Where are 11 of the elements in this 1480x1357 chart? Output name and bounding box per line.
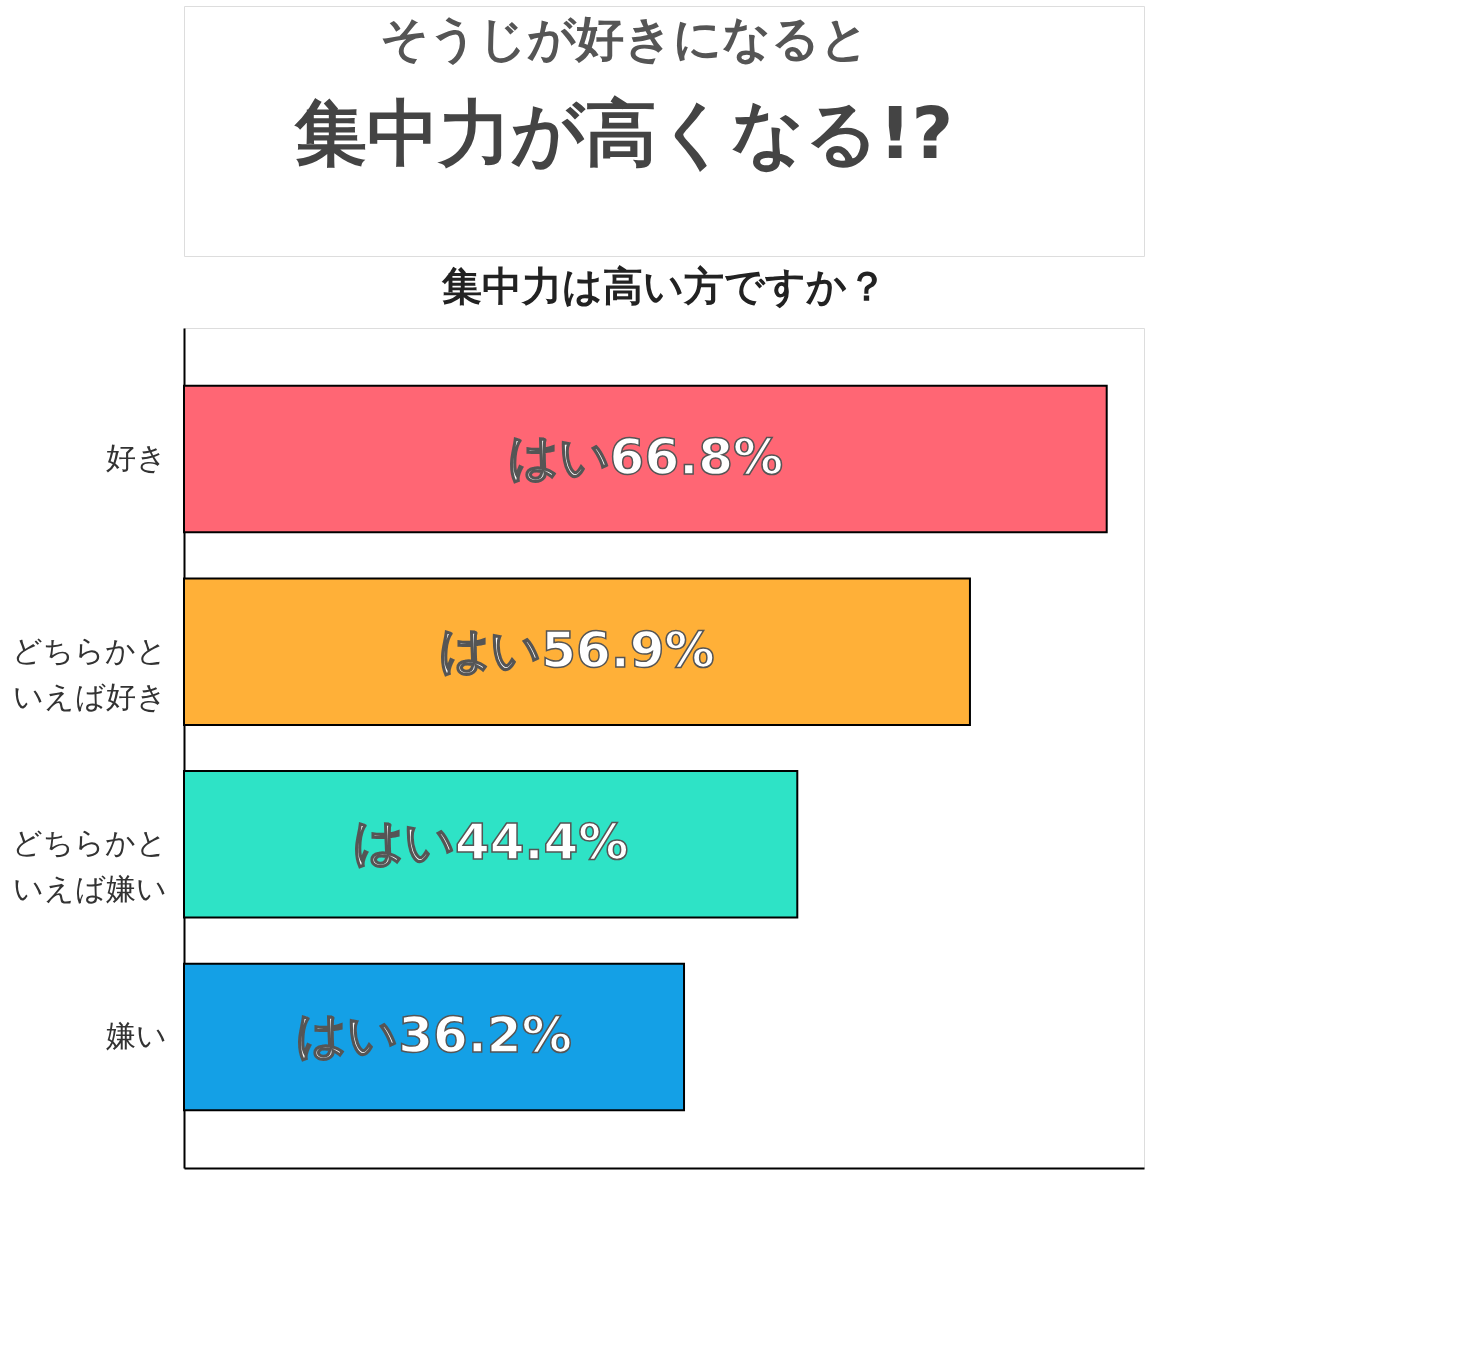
data-label: はい56.9%	[439, 620, 715, 679]
y-tick-label: どちらかといえば嫌い	[11, 825, 167, 907]
y-tick-label: 好き	[105, 440, 167, 476]
text: 集中力は高い方ですか？	[440, 263, 887, 309]
data-label: はい66.8%	[507, 428, 784, 487]
data-label: はい44.4%	[352, 813, 629, 872]
y-tick-label: どちらかといえば好き	[11, 632, 167, 714]
chart-title: 集中力が高くなる!?	[293, 91, 954, 175]
data-label: はい36.2%	[296, 1005, 572, 1064]
chart-subtitle: そうじが好きになると	[379, 10, 869, 66]
y-tick-label: 嫌い	[105, 1017, 167, 1053]
